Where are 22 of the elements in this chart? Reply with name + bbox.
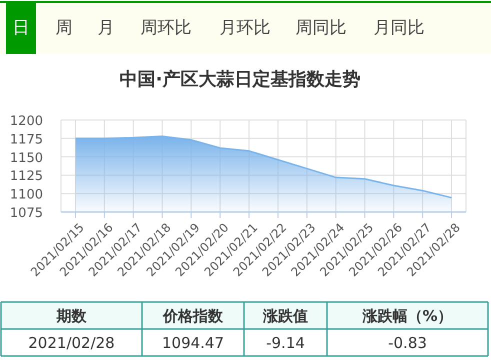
text: 月同比 [374, 18, 424, 38]
text: 月环比 [220, 18, 270, 38]
text: -0.83 [388, 334, 427, 352]
text: 周 [56, 18, 72, 38]
text: 2021/02/28 [28, 334, 115, 352]
text: 日 [12, 18, 30, 38]
y-tick-label: 1150 [10, 150, 43, 166]
y-tick-label: 1200 [10, 114, 43, 129]
category-label: 期数 [56, 307, 88, 325]
text: 周环比 [140, 18, 192, 38]
category-label: 涨跌值 [262, 307, 308, 325]
y-tick-label: 1100 [10, 188, 43, 203]
text: 月 [98, 18, 114, 38]
y-tick-label: 1125 [10, 169, 43, 184]
chart-title: 中国·产区大蒜日定基指数走势 [120, 69, 360, 90]
text: -9.14 [266, 334, 305, 352]
y-tick-label: 1075 [10, 206, 43, 221]
category-label: 涨跌幅（%） [361, 307, 453, 325]
y-tick-label: 1175 [10, 132, 43, 148]
text: 周同比 [296, 18, 346, 38]
text: 1094.47 [162, 334, 224, 352]
category-label: 价格指数 [162, 307, 224, 325]
